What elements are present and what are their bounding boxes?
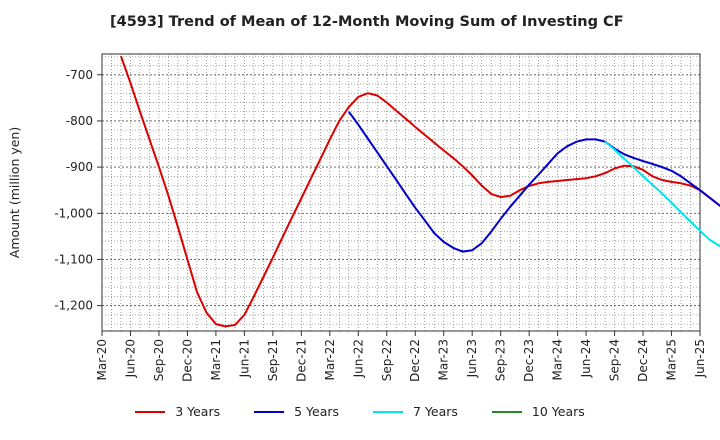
y-tick-label: -1,000	[54, 206, 93, 220]
x-tick-label: Jun-22	[351, 339, 365, 378]
x-tick-label: Mar-20	[95, 339, 109, 380]
legend-swatch	[373, 410, 404, 413]
y-tick-label: -800	[66, 114, 93, 128]
x-tick-label: Mar-22	[323, 339, 337, 380]
legend-item: 10 Years	[491, 404, 585, 419]
legend-item: 7 Years	[373, 404, 458, 419]
legend-label: 5 Years	[294, 404, 340, 419]
y-tick-label: -1,200	[54, 299, 93, 313]
legend-item: 5 Years	[254, 404, 339, 419]
x-tick-label: Dec-23	[522, 339, 536, 382]
y-axis-label: Amount (million yen)	[7, 127, 22, 258]
legend-label: 3 Years	[175, 404, 221, 419]
x-tick-label: Dec-20	[180, 339, 194, 382]
legend: 3 Years 5 Years 7 Years 10 Years	[0, 404, 720, 419]
y-tick-label: -700	[66, 68, 93, 82]
legend-swatch	[135, 410, 166, 413]
legend-label: 10 Years	[531, 404, 585, 419]
x-tick-label: Sep-21	[266, 339, 280, 381]
x-tick-label: Mar-24	[551, 339, 565, 380]
x-tick-label: Mar-25	[665, 339, 679, 380]
plot-area	[101, 53, 701, 332]
legend-swatch	[491, 410, 522, 413]
x-tick-label: Jun-20	[123, 339, 137, 378]
chart-title: [4593] Trend of Mean of 12-Month Moving …	[110, 14, 624, 30]
series-line-5-years	[347, 111, 720, 253]
x-tick-label: Dec-21	[294, 339, 308, 382]
x-tick-label: Sep-22	[380, 339, 394, 381]
series-line-3-years	[120, 55, 720, 328]
legend-label: 7 Years	[413, 404, 458, 419]
series-line-7-years	[604, 140, 720, 248]
x-tick-label: Sep-20	[152, 339, 166, 381]
y-tick-label: -1,100	[54, 252, 93, 266]
legend-swatch	[254, 410, 285, 413]
y-tick-label: -900	[66, 160, 93, 174]
x-tick-label: Sep-24	[608, 339, 622, 381]
x-tick-label: Dec-22	[408, 339, 422, 382]
x-tick-label: Mar-21	[209, 339, 223, 380]
x-tick-label: Jun-23	[465, 339, 479, 378]
x-tick-label: Jun-24	[579, 339, 593, 378]
x-tick-label: Jun-21	[237, 339, 251, 378]
x-tick-label: Jun-25	[693, 339, 707, 378]
x-tick-label: Mar-23	[437, 339, 451, 380]
legend-item: 3 Years	[135, 404, 220, 419]
x-tick-label: Sep-23	[494, 339, 508, 381]
x-tick-label: Dec-24	[636, 339, 650, 382]
